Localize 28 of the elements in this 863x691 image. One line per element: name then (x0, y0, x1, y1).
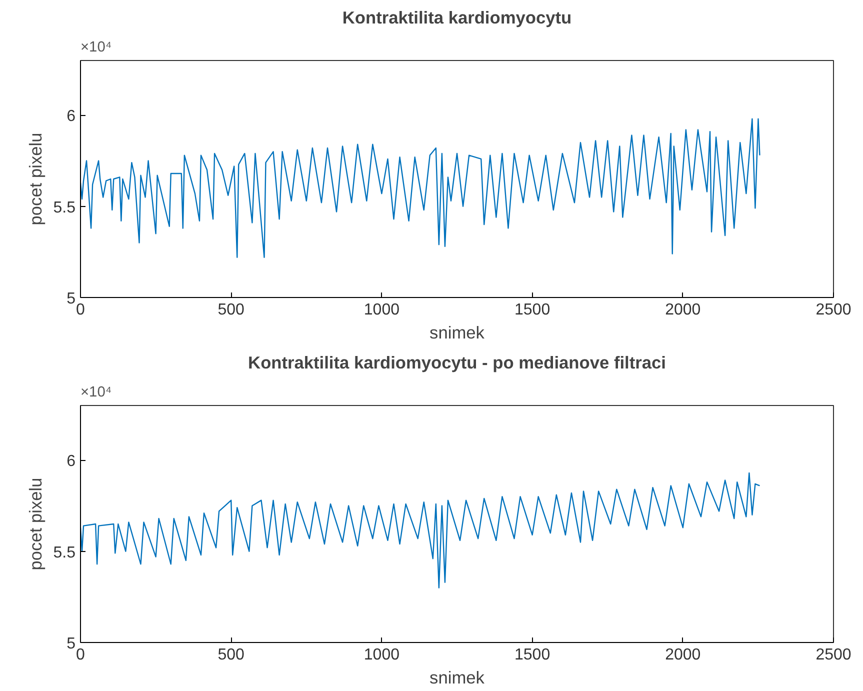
y-axis-title: pocet pixelu (25, 132, 46, 226)
y-tick-label: 6 (66, 453, 76, 470)
x-tick-label: 2500 (816, 646, 852, 664)
x-axis-title: snimek (430, 668, 485, 688)
y-tick-label: 5.5 (53, 199, 76, 216)
y-tick-label: 5.5 (53, 544, 76, 562)
x-tick-label: 2500 (816, 302, 852, 318)
x-tick-label: 500 (218, 302, 245, 318)
x-tick-label: 0 (76, 646, 86, 664)
x-axis-title: snimek (430, 322, 485, 342)
x-tick-label: 1500 (514, 646, 550, 664)
x-tick-label: 1000 (364, 302, 400, 318)
x-tick-label: 2000 (665, 302, 701, 318)
y-tick-label: 5 (66, 290, 76, 308)
y-tick-label: 6 (66, 108, 76, 126)
text: ×10⁴ (80, 40, 112, 56)
x-tick-label: 500 (218, 646, 245, 664)
line-series (80, 118, 760, 258)
y-axis-title: pocet pixelu (25, 478, 46, 570)
chart-title: Kontraktilita kardiomyocytu (342, 8, 572, 28)
x-tick-label: 2000 (665, 646, 701, 664)
x-tick-label: 1000 (364, 646, 400, 664)
x-tick-label: 1500 (514, 302, 550, 318)
line-series (80, 472, 760, 588)
text: ×10⁴ (80, 384, 112, 400)
x-tick-label: 0 (76, 302, 86, 318)
y-tick-label: 5 (66, 636, 76, 652)
chart-title: Kontraktilita kardiomyocytu - po medianove filtraci (248, 352, 666, 372)
